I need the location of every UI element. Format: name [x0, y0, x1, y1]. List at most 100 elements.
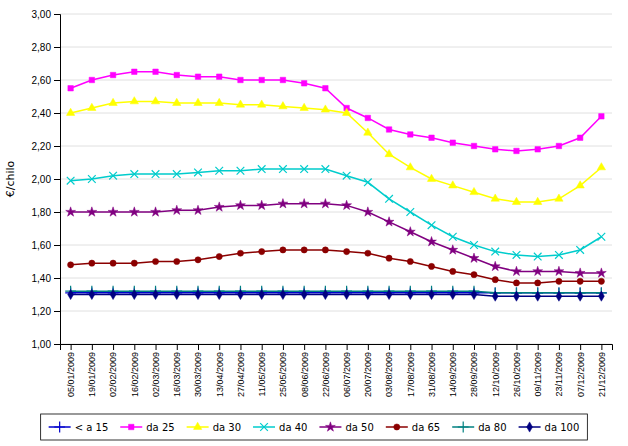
- marker: [151, 97, 159, 104]
- grid-line: [60, 113, 612, 114]
- y-tick-label: 1,40: [32, 273, 52, 284]
- marker: [577, 135, 582, 140]
- x-tick-mark: [156, 344, 157, 350]
- marker: [554, 266, 564, 275]
- legend-marker: [260, 423, 268, 431]
- y-tick: 2,40: [32, 108, 60, 119]
- x-tick-label: 31/08/2009: [427, 352, 437, 397]
- marker: [427, 237, 437, 246]
- marker: [406, 163, 414, 170]
- marker: [279, 102, 287, 109]
- y-tick-label: 3,00: [32, 9, 52, 20]
- legend-marker: [458, 422, 469, 433]
- marker: [471, 143, 476, 148]
- x-axis-line: [61, 345, 613, 351]
- x-axis: 05/01/200919/01/200902/02/200916/02/2009…: [61, 344, 613, 397]
- x-tick: 19/01/2009: [87, 344, 97, 397]
- x-tick: 27/04/2009: [236, 344, 246, 397]
- marker: [216, 74, 221, 79]
- legend-item: da 100: [519, 422, 580, 433]
- marker: [322, 289, 328, 299]
- marker: [576, 246, 584, 254]
- marker: [471, 289, 477, 299]
- marker: [512, 197, 520, 204]
- y-tick: 2,80: [32, 42, 60, 53]
- marker: [450, 140, 455, 145]
- legend-marker: [129, 424, 134, 429]
- marker: [195, 289, 201, 299]
- x-tick-mark: [198, 344, 199, 350]
- data-area: [65, 69, 607, 301]
- marker: [173, 170, 181, 178]
- x-tick-mark: [474, 344, 475, 350]
- marker: [66, 207, 76, 216]
- x-tick-label: 09/11/2009: [533, 352, 543, 396]
- x-tick: 17/08/2009: [406, 344, 416, 397]
- x-tick-mark: [325, 344, 326, 350]
- series: [66, 199, 607, 278]
- x-tick-label: 19/01/2009: [87, 352, 97, 397]
- marker: [89, 77, 94, 82]
- x-tick-mark: [219, 344, 220, 350]
- marker: [89, 260, 95, 266]
- marker: [449, 233, 457, 241]
- grid-line: [60, 80, 612, 81]
- y-axis: 1,001,201,401,601,802,002,202,402,602,80…: [32, 9, 61, 350]
- marker: [301, 247, 307, 253]
- x-tick-mark: [262, 344, 263, 350]
- x-tick-label: 27/04/2009: [236, 352, 246, 397]
- y-tick-mark: [54, 146, 60, 147]
- marker: [408, 132, 413, 137]
- marker: [449, 181, 457, 188]
- marker: [278, 199, 288, 208]
- x-tick-mark: [538, 344, 539, 350]
- y-axis-title: €/chilo: [4, 160, 17, 197]
- y-tick-mark: [54, 47, 60, 48]
- marker: [299, 199, 309, 208]
- x-tick-mark: [347, 344, 348, 350]
- marker: [129, 207, 139, 216]
- y-tick-mark: [54, 113, 60, 114]
- grid-line: [60, 179, 612, 180]
- line-series: [71, 169, 602, 256]
- marker: [151, 207, 161, 216]
- legend-item: < a 15: [49, 422, 109, 433]
- marker: [195, 74, 200, 79]
- marker: [131, 289, 137, 299]
- marker: [321, 105, 329, 112]
- marker: [259, 249, 265, 255]
- plot-root: 1,001,201,401,601,802,002,202,402,602,80…: [4, 9, 613, 397]
- legend-item: da 30: [187, 422, 241, 433]
- x-tick-label: 20/07/2009: [363, 352, 373, 397]
- x-tick-label: 16/02/2009: [130, 352, 140, 397]
- x-tick: 13/04/2009: [215, 344, 225, 397]
- x-tick: 02/02/2009: [108, 344, 118, 397]
- marker: [427, 174, 435, 181]
- marker: [152, 258, 158, 264]
- x-tick-label: 02/02/2009: [108, 352, 118, 397]
- marker: [407, 258, 413, 264]
- marker: [88, 103, 96, 110]
- marker: [364, 178, 372, 186]
- y-tick: 1,60: [32, 240, 60, 251]
- y-axis-line: [54, 15, 61, 345]
- y-tick-label: 2,80: [32, 42, 52, 53]
- marker: [534, 253, 542, 261]
- grid: [60, 14, 612, 344]
- marker: [258, 100, 266, 107]
- x-tick: 22/06/2009: [321, 344, 331, 397]
- marker: [513, 251, 521, 259]
- marker: [279, 165, 287, 173]
- marker: [320, 199, 330, 208]
- marker: [556, 278, 562, 284]
- y-tick-mark: [54, 179, 60, 180]
- x-tick-label: 08/06/2009: [300, 352, 310, 397]
- y-tick-label: 2,20: [32, 141, 52, 152]
- marker: [300, 165, 308, 173]
- line-series: [71, 101, 602, 202]
- marker: [342, 200, 352, 209]
- marker: [110, 289, 116, 299]
- marker: [599, 114, 604, 119]
- x-tick-label: 22/06/2009: [321, 352, 331, 397]
- x-tick-mark: [580, 344, 581, 350]
